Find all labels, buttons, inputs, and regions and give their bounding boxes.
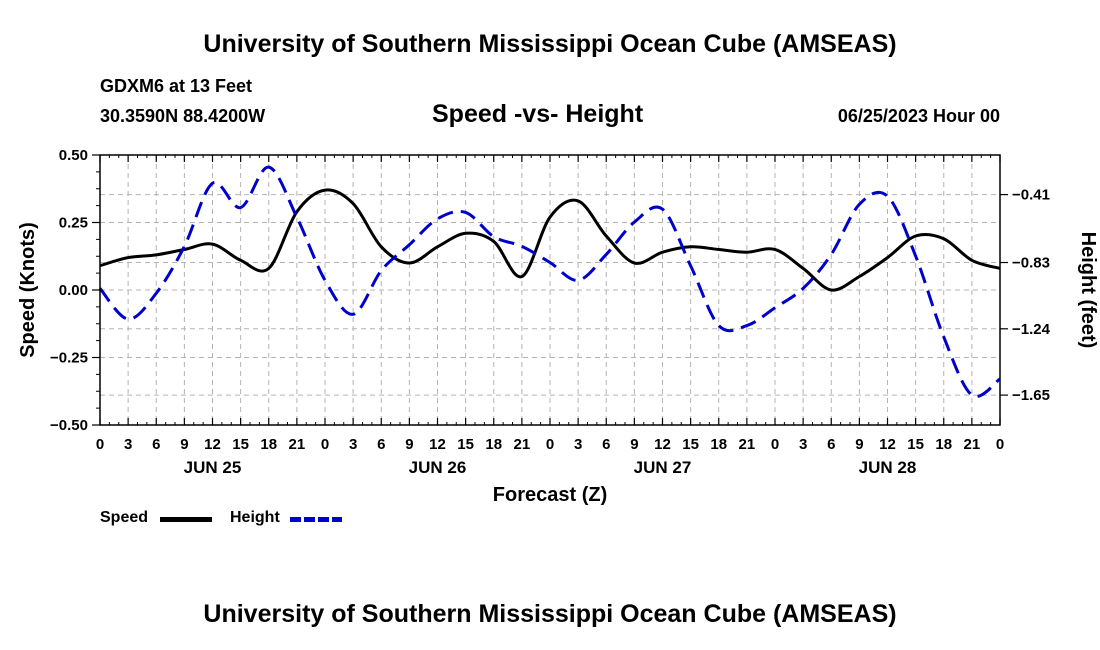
bottom-title: University of Southern Mississippi Ocean…	[203, 600, 897, 628]
x-tick-label: 6	[827, 436, 835, 453]
x-tick-label: 9	[180, 436, 188, 453]
y-tick-label: −0.25	[50, 350, 88, 367]
chart-subtitle: Speed -vs- Height	[432, 100, 644, 128]
x-tick-label: 9	[855, 436, 863, 453]
x-tick-label: 15	[232, 436, 249, 453]
grid-lines	[100, 155, 1000, 425]
y2-tick-label: −0.83	[1012, 255, 1050, 272]
x-tick-label: 18	[485, 436, 502, 453]
x-tick-label: 15	[682, 436, 699, 453]
axis-labels: 0 3 6 9 12 15 18 21 0 3 6 9 12 15 18 21 0 3 6 9 12 15 18 21 0 3 6 9…	[17, 147, 1099, 506]
x-tick-label: 21	[964, 436, 981, 453]
y-tick-label: 0.00	[59, 282, 88, 299]
x-tick-label: 9	[630, 436, 638, 453]
x-tick-label: 21	[289, 436, 306, 453]
x-tick-label: 0	[771, 436, 779, 453]
day-label: JUN 25	[184, 458, 242, 477]
x-tick-label: 3	[799, 436, 807, 453]
day-label: JUN 28	[859, 458, 917, 477]
y-tick-label: 0.25	[59, 215, 88, 232]
axis-ticks	[92, 154, 1008, 426]
height-series-line	[98, 165, 1001, 399]
day-label: JUN 27	[634, 458, 692, 477]
legend-speed-label: Speed	[100, 509, 149, 526]
x-tick-label: 3	[574, 436, 582, 453]
x-tick-label: 9	[405, 436, 413, 453]
x-tick-label: 15	[907, 436, 924, 453]
chart-main-title: University of Southern Mississippi Ocean…	[203, 30, 897, 58]
x-tick-label: 12	[879, 436, 896, 453]
day-label: JUN 26	[409, 458, 467, 477]
x-tick-label: 0	[321, 436, 329, 453]
x-tick-label: 0	[546, 436, 554, 453]
legend-height-label: Height	[230, 509, 280, 526]
x-tick-label: 18	[260, 436, 277, 453]
y2-tick-label: −0.41	[1012, 187, 1050, 204]
x-tick-label: 18	[935, 436, 952, 453]
x-tick-label: 18	[710, 436, 727, 453]
location-label: 30.3590N 88.4200W	[100, 106, 266, 126]
x-axis-title: Forecast (Z)	[493, 484, 607, 506]
legend-height-swatch	[290, 517, 342, 522]
x-tick-label: 3	[124, 436, 132, 453]
y-tick-label: −0.50	[50, 417, 88, 434]
x-tick-label: 12	[429, 436, 446, 453]
x-tick-label: 6	[602, 436, 610, 453]
x-tick-label: 6	[377, 436, 385, 453]
x-tick-label: 15	[457, 436, 474, 453]
x-tick-label: 12	[204, 436, 221, 453]
series-lines	[98, 165, 1001, 399]
y-tick-label: 0.50	[59, 147, 88, 164]
x-tick-label: 0	[996, 436, 1004, 453]
x-tick-label: 3	[349, 436, 357, 453]
station-label: GDXM6 at 13 Feet	[100, 76, 253, 96]
speed-series-line	[99, 188, 1001, 292]
date-label: 06/25/2023 Hour 00	[837, 106, 1000, 126]
legend-speed-swatch	[160, 517, 212, 522]
y2-axis-title: Height (feet)	[1077, 232, 1099, 349]
y-axis-title: Speed (Knots)	[17, 222, 39, 358]
y2-tick-label: −1.24	[1012, 321, 1051, 338]
speed-height-chart: 0 3 6 9 12 15 18 21 0 3 6 9 12 15 18 21 0 3 6 9 12 15 18 21 0 3 6 9…	[17, 147, 1099, 506]
x-tick-label: 0	[96, 436, 104, 453]
x-tick-label: 21	[514, 436, 531, 453]
x-tick-label: 12	[654, 436, 671, 453]
y2-tick-label: −1.65	[1012, 387, 1050, 404]
x-tick-label: 21	[739, 436, 756, 453]
x-tick-label: 6	[152, 436, 160, 453]
